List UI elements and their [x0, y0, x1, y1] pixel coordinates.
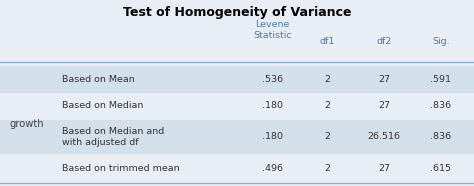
Text: 27: 27	[378, 164, 390, 173]
Bar	[0, 119, 474, 154]
Text: .496: .496	[262, 164, 283, 173]
Text: Test of Homogeneity of Variance: Test of Homogeneity of Variance	[123, 6, 351, 19]
Text: 2: 2	[324, 132, 330, 141]
Text: Based on trimmed mean: Based on trimmed mean	[62, 164, 179, 173]
Text: .836: .836	[430, 101, 451, 110]
Bar	[0, 66, 474, 93]
Text: 27: 27	[378, 101, 390, 110]
Text: .591: .591	[430, 75, 451, 84]
Text: 2: 2	[324, 164, 330, 173]
Text: .615: .615	[430, 164, 451, 173]
Text: .180: .180	[262, 132, 283, 141]
Text: 2: 2	[324, 75, 330, 84]
Text: Levene
Statistic: Levene Statistic	[253, 20, 292, 40]
Text: .536: .536	[262, 75, 283, 84]
Text: Sig.: Sig.	[432, 37, 450, 46]
Text: 2: 2	[324, 101, 330, 110]
Text: df2: df2	[376, 37, 392, 46]
Text: df1: df1	[319, 37, 335, 46]
Text: 26.516: 26.516	[367, 132, 401, 141]
Text: growth: growth	[9, 119, 44, 129]
Text: .180: .180	[262, 101, 283, 110]
Text: Based on Median: Based on Median	[62, 101, 143, 110]
Text: Based on Mean: Based on Mean	[62, 75, 134, 84]
Text: .836: .836	[430, 132, 451, 141]
Text: 27: 27	[378, 75, 390, 84]
Text: Based on Median and
with adjusted df: Based on Median and with adjusted df	[62, 127, 164, 147]
